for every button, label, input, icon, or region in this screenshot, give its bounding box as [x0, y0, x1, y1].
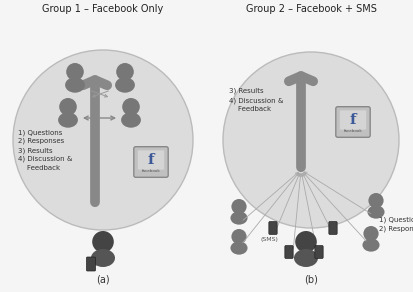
Ellipse shape — [230, 211, 247, 225]
Circle shape — [368, 193, 383, 208]
Circle shape — [231, 199, 246, 214]
FancyBboxPatch shape — [328, 222, 336, 234]
Circle shape — [59, 98, 77, 116]
FancyBboxPatch shape — [138, 150, 164, 170]
Text: 1) Questions
2) Responses
3) Results
4) Discussion &
    Feedback: 1) Questions 2) Responses 3) Results 4) … — [18, 129, 72, 171]
Circle shape — [116, 63, 133, 81]
Ellipse shape — [230, 241, 247, 255]
Text: f: f — [147, 153, 154, 167]
Text: facebook: facebook — [343, 129, 361, 133]
Circle shape — [294, 231, 316, 253]
FancyBboxPatch shape — [133, 147, 168, 177]
FancyBboxPatch shape — [314, 246, 323, 258]
Text: Group 1 – Facebook Only: Group 1 – Facebook Only — [42, 4, 163, 14]
Text: 1) Questions
2) Responses: 1) Questions 2) Responses — [378, 216, 413, 232]
Ellipse shape — [115, 77, 135, 93]
Ellipse shape — [121, 112, 140, 128]
Text: f: f — [349, 113, 356, 127]
Ellipse shape — [65, 77, 85, 93]
FancyBboxPatch shape — [339, 110, 365, 130]
Circle shape — [363, 226, 377, 241]
Ellipse shape — [293, 249, 317, 267]
Text: (SMS): (SMS) — [259, 237, 277, 242]
Ellipse shape — [367, 205, 384, 219]
Circle shape — [122, 98, 140, 116]
Text: Group 2 – Facebook + SMS: Group 2 – Facebook + SMS — [245, 4, 375, 14]
FancyBboxPatch shape — [86, 257, 95, 271]
Ellipse shape — [91, 249, 115, 267]
FancyBboxPatch shape — [335, 107, 369, 137]
Ellipse shape — [361, 238, 379, 252]
Text: (b): (b) — [303, 275, 317, 285]
Circle shape — [223, 52, 398, 228]
FancyBboxPatch shape — [284, 246, 292, 258]
Ellipse shape — [58, 112, 78, 128]
Circle shape — [231, 229, 246, 244]
Circle shape — [66, 63, 83, 81]
Text: (a): (a) — [96, 275, 109, 285]
Circle shape — [92, 231, 114, 253]
Circle shape — [13, 50, 192, 230]
Text: 3) Results
4) Discussion &
    Feedback: 3) Results 4) Discussion & Feedback — [228, 88, 282, 112]
Text: facebook: facebook — [141, 169, 160, 173]
FancyBboxPatch shape — [268, 222, 276, 234]
